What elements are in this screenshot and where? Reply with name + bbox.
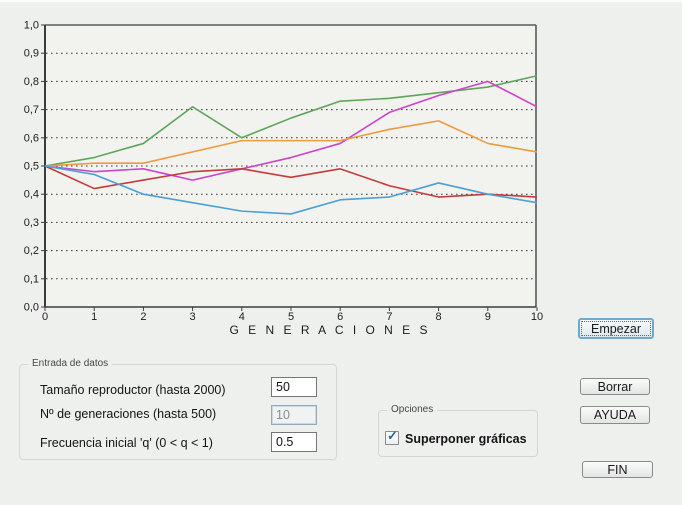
svg-text:0,2: 0,2 [24, 245, 39, 257]
checkmark-icon: ✓ [387, 428, 398, 443]
opciones-group: Opciones [378, 404, 538, 457]
svg-text:7: 7 [386, 311, 392, 323]
superponer-graficas-checkbox[interactable]: ✓ [385, 428, 399, 445]
svg-text:1: 1 [91, 311, 97, 323]
svg-text:0,3: 0,3 [24, 217, 39, 229]
svg-text:10: 10 [531, 311, 543, 323]
x-axis-title: G E N E R A C I O N E S [229, 323, 431, 337]
svg-text:0: 0 [42, 311, 48, 323]
svg-text:0,4: 0,4 [24, 189, 39, 201]
svg-text:4: 4 [239, 311, 245, 323]
entrada-de-datos-title: Entrada de datos [28, 358, 113, 369]
svg-text:0,5: 0,5 [24, 161, 39, 173]
entrada-de-datos-group: Entrada de datos [19, 358, 337, 460]
svg-text:0,0: 0,0 [24, 302, 39, 314]
num-generaciones-input[interactable] [271, 405, 317, 425]
frecuencia-inicial-label: Frecuencia inicial 'q' (0 < q < 1) [40, 436, 213, 450]
svg-text:5: 5 [288, 311, 294, 323]
frecuencia-inicial-input[interactable] [271, 432, 317, 452]
fin-button[interactable]: FIN [582, 461, 653, 478]
frequency-chart: 0,0 0,1 0,2 0,3 0,4 0,5 0,6 0,7 0,8 0,9 1,0 0 1 2 3 4 5 6… [24, 20, 543, 324]
svg-text:0,1: 0,1 [24, 273, 39, 285]
superponer-graficas-label[interactable]: Superponer gráficas [405, 432, 527, 446]
svg-text:6: 6 [337, 311, 343, 323]
opciones-title: Opciones [387, 404, 438, 415]
svg-text:0,8: 0,8 [24, 76, 39, 88]
svg-text:8: 8 [436, 311, 442, 323]
tamano-reproductor-input[interactable] [271, 377, 317, 397]
svg-text:3: 3 [190, 311, 196, 323]
svg-text:1,0: 1,0 [24, 20, 39, 32]
tamano-reproductor-label: Tamaño reproductor (hasta 2000) [40, 383, 226, 397]
svg-text:0,7: 0,7 [24, 104, 39, 116]
svg-text:0,9: 0,9 [24, 48, 39, 60]
svg-text:2: 2 [140, 311, 146, 323]
ayuda-button[interactable]: AYUDA [580, 406, 650, 424]
svg-text:0,6: 0,6 [24, 132, 39, 144]
borrar-button[interactable]: Borrar [580, 378, 650, 395]
empezar-button[interactable]: Empezar [578, 318, 654, 339]
num-generaciones-label: Nº de generaciones (hasta 500) [40, 407, 217, 421]
svg-text:9: 9 [485, 311, 491, 323]
